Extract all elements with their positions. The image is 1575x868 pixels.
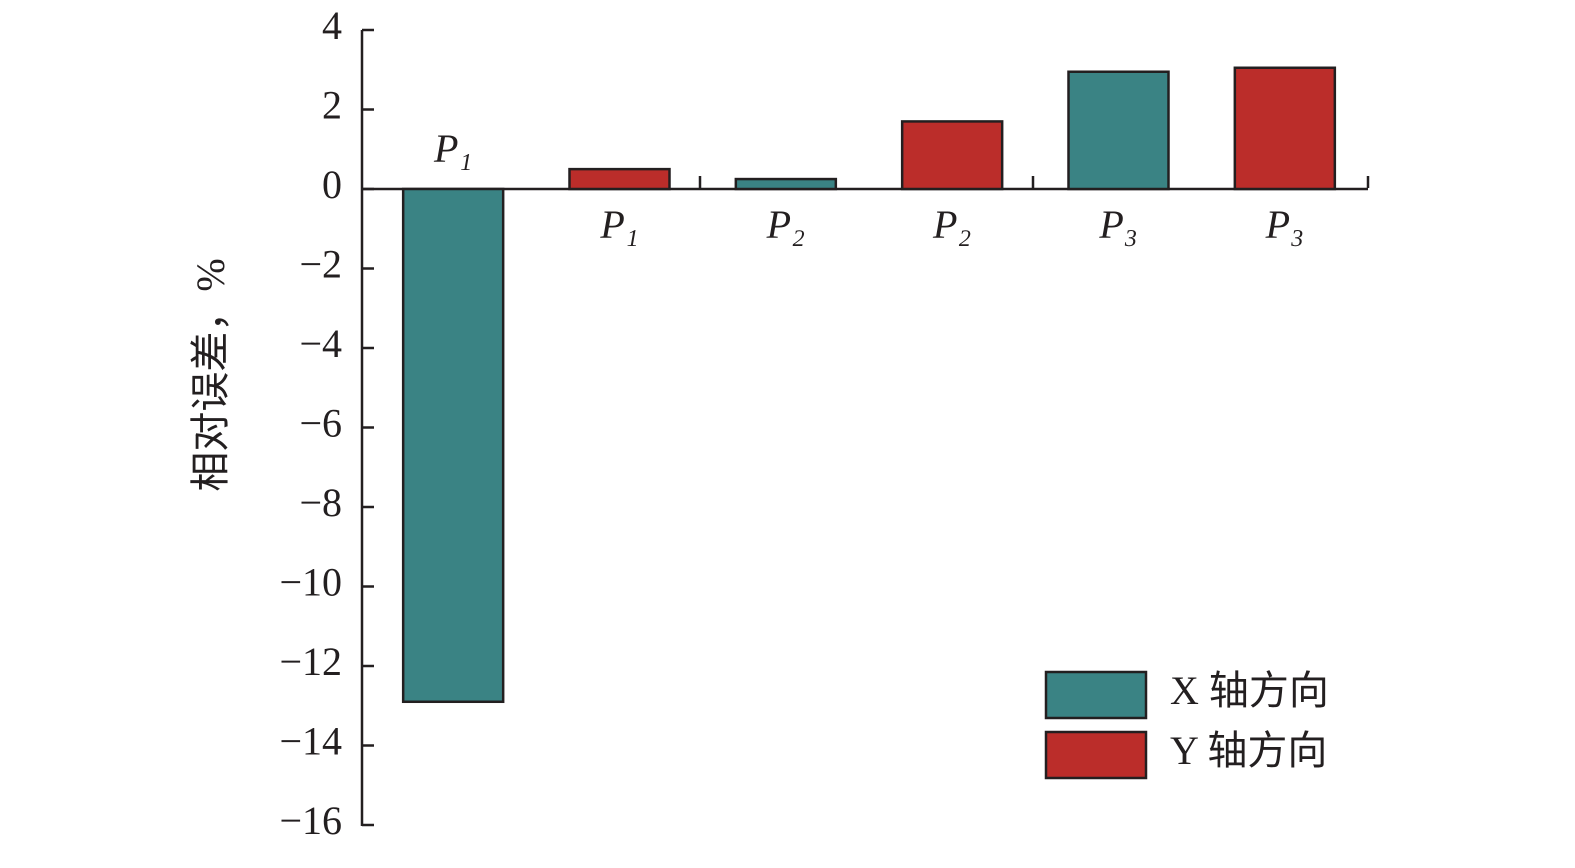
bar — [1067, 70, 1170, 191]
bar — [401, 187, 505, 704]
x-tick-label: P₂ — [932, 202, 971, 247]
bar — [568, 167, 671, 191]
legend-swatch — [1044, 670, 1148, 720]
x-tick-label: P₃ — [1098, 202, 1137, 247]
y-tick-label: 0 — [322, 162, 342, 207]
bar — [1233, 66, 1337, 191]
y-tick-label: −12 — [279, 639, 342, 684]
x-tick-label: P₁ — [433, 126, 472, 171]
y-tick-label: −2 — [299, 242, 342, 287]
bar — [734, 177, 838, 191]
y-tick-label: −6 — [299, 401, 342, 446]
y-tick-label: −8 — [299, 480, 342, 525]
y-tick-label: 4 — [322, 3, 342, 48]
legend-label: X 轴方向 — [1170, 668, 1329, 713]
y-tick-label: −16 — [279, 798, 342, 843]
x-tick-label: P₂ — [766, 202, 805, 247]
x-tick-label: P₃ — [1265, 202, 1304, 247]
legend-swatch — [1044, 730, 1148, 780]
y-axis-label: 相对误差，% — [188, 258, 233, 491]
y-tick-label: −4 — [299, 321, 342, 366]
y-tick-label: −10 — [279, 560, 342, 605]
legend-label: Y 轴方向 — [1170, 728, 1327, 773]
x-tick-label: P₁ — [599, 202, 638, 247]
y-tick-label: 2 — [322, 83, 342, 128]
y-tick-label: −14 — [279, 719, 342, 764]
bar — [900, 120, 1004, 191]
